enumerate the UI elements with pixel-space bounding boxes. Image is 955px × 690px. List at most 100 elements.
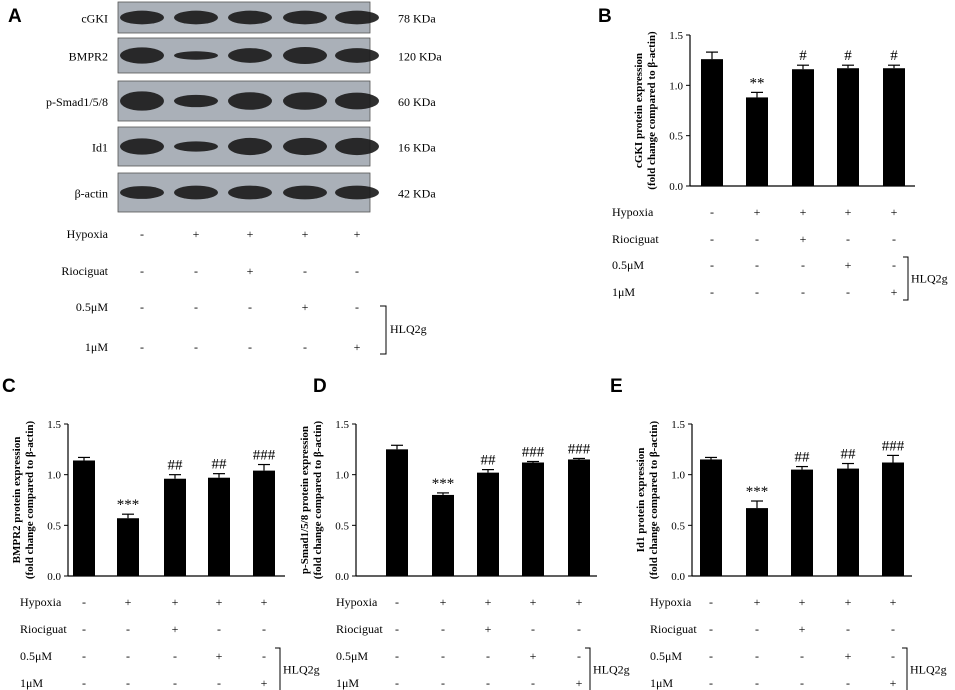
y-tick-label: 1.0 [669, 80, 683, 92]
condition-mark: + [193, 227, 200, 241]
condition-mark: - [140, 264, 144, 278]
y-tick-label: 0.5 [47, 520, 61, 532]
condition-mark: + [530, 595, 537, 609]
blot-band [174, 185, 218, 200]
condition-mark: - [395, 622, 399, 636]
condition-mark: - [82, 622, 86, 636]
panel-label: C [2, 376, 16, 397]
significance-label: ### [253, 448, 276, 464]
y-axis-label: (fold change compared to β-actin) [312, 420, 324, 579]
blot-band [283, 137, 327, 156]
significance-label: ## [841, 447, 857, 463]
condition-mark: - [801, 285, 805, 299]
condition-label: Hypoxia [336, 595, 378, 609]
condition-mark: - [710, 258, 714, 272]
band-name-label: β-actin [75, 187, 108, 201]
bar [522, 462, 544, 576]
blot-band [120, 91, 164, 111]
condition-mark: + [891, 285, 898, 299]
blot-band [120, 47, 164, 64]
condition-mark: - [800, 649, 804, 663]
condition-mark: + [302, 227, 309, 241]
bar [432, 494, 454, 576]
group-label: HLQ2g [390, 322, 427, 336]
band-name-label: BMPR2 [69, 50, 108, 64]
condition-mark: - [395, 649, 399, 663]
condition-label: Riociguat [336, 622, 383, 636]
condition-mark: - [709, 595, 713, 609]
significance-label: # [799, 48, 807, 64]
condition-mark: - [755, 232, 759, 246]
blot-band [283, 185, 327, 200]
y-tick-label: 1.5 [669, 30, 683, 42]
condition-mark: + [576, 595, 583, 609]
band-size-label: 120 KDa [398, 50, 442, 64]
panel-label: B [598, 6, 612, 27]
condition-mark: - [486, 676, 490, 690]
condition-mark: - [846, 285, 850, 299]
significance-label: *** [432, 476, 455, 492]
condition-label: Riociguat [650, 622, 697, 636]
bar [837, 468, 859, 576]
condition-mark: + [302, 300, 309, 314]
blot-band [283, 10, 327, 25]
band-size-label: 78 KDa [398, 12, 436, 26]
condition-label: Hypoxia [20, 595, 62, 609]
condition-mark: - [126, 649, 130, 663]
y-tick-label: 0.5 [669, 131, 683, 143]
condition-mark: - [710, 205, 714, 219]
blot-band [335, 137, 379, 156]
condition-mark: - [441, 622, 445, 636]
condition-mark: - [217, 622, 221, 636]
condition-mark: + [125, 595, 132, 609]
blot-band [335, 10, 379, 25]
bar [792, 69, 814, 186]
condition-mark: - [441, 676, 445, 690]
condition-mark: - [355, 300, 359, 314]
significance-label: ### [522, 444, 545, 460]
y-tick-label: 0.5 [335, 520, 349, 532]
blot-band [228, 137, 272, 156]
panel-label: E [610, 376, 623, 397]
condition-mark: + [485, 622, 492, 636]
condition-mark: - [755, 622, 759, 636]
condition-mark: - [709, 649, 713, 663]
condition-mark: + [845, 595, 852, 609]
condition-mark: - [710, 232, 714, 246]
condition-mark: - [846, 232, 850, 246]
condition-mark: + [354, 340, 361, 354]
condition-mark: - [892, 258, 896, 272]
condition-mark: - [248, 300, 252, 314]
condition-mark: - [891, 649, 895, 663]
blot-band [120, 10, 164, 25]
condition-mark: - [395, 676, 399, 690]
condition-mark: + [799, 622, 806, 636]
condition-mark: - [755, 649, 759, 663]
condition-mark: + [261, 595, 268, 609]
condition-mark: + [891, 205, 898, 219]
condition-mark: + [216, 649, 223, 663]
condition-mark: + [172, 595, 179, 609]
condition-mark: - [577, 622, 581, 636]
blot-band [228, 185, 272, 200]
bar [882, 462, 904, 576]
y-axis-label: p-Smad1/5/8 protein expression [299, 426, 311, 574]
condition-mark: + [890, 676, 897, 690]
condition-mark: + [754, 205, 761, 219]
condition-label: Riociguat [612, 232, 659, 246]
condition-mark: + [172, 622, 179, 636]
bar [700, 459, 722, 576]
condition-mark: - [140, 340, 144, 354]
condition-mark: - [800, 676, 804, 690]
blot-band [335, 48, 379, 63]
condition-mark: - [892, 232, 896, 246]
condition-mark: - [194, 300, 198, 314]
condition-mark: - [395, 595, 399, 609]
y-tick-label: 0.0 [47, 571, 61, 583]
group-label: HLQ2g [593, 663, 630, 677]
band-size-label: 60 KDa [398, 95, 436, 109]
condition-mark: - [262, 622, 266, 636]
y-tick-label: 1.0 [47, 470, 61, 482]
bar [837, 68, 859, 186]
bar [164, 478, 186, 576]
